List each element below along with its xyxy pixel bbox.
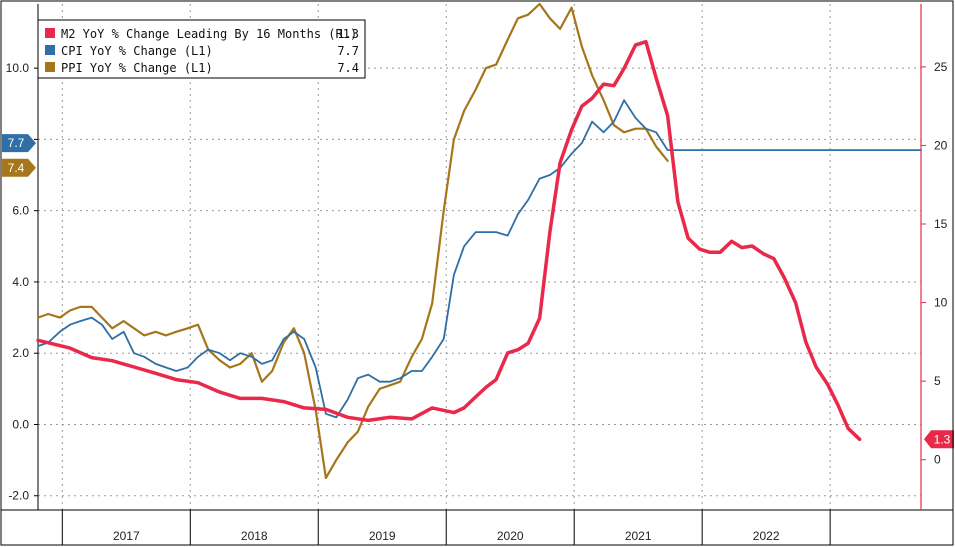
right-axis-ticks: 0 5 10 15 20 25: [920, 4, 948, 510]
series-line: [36, 2, 669, 479]
legend-value: 7.4: [337, 61, 359, 75]
left-tick-label: 10.0: [6, 61, 30, 75]
left-tick-label: 6.0: [12, 204, 29, 218]
right-tick-label: 15: [934, 217, 948, 231]
legend-label: M2 YoY % Change Leading By 16 Months (R1…: [61, 27, 357, 41]
x-tick-label: 2018: [241, 529, 268, 543]
right-tick-label: 25: [934, 60, 948, 74]
legend-label: PPI YoY % Change (L1): [61, 61, 213, 75]
x-axis: 2017 2018 2019 2020 2021 2022: [1, 509, 953, 545]
end-tag: [924, 430, 954, 449]
legend: M2 YoY % Change Leading By 16 Months (R1…: [37, 19, 366, 79]
end-tag: [2, 134, 36, 153]
end-tag: [2, 158, 36, 177]
end-value-tags: 7.7 7.4 1.3: [2, 134, 954, 449]
x-tick-label: 2021: [625, 529, 652, 543]
legend-swatch: [45, 45, 55, 55]
legend-box: [37, 19, 366, 79]
left-tick-label: 4.0: [12, 275, 29, 289]
x-tick-label: 2022: [753, 529, 780, 543]
legend-label: CPI YoY % Change (L1): [61, 44, 213, 58]
series-lines: [36, 2, 922, 479]
gridlines: [38, 4, 921, 510]
legend-swatch: [45, 62, 55, 72]
legend-value: 7.7: [337, 44, 359, 58]
right-tick-label: 5: [934, 374, 941, 388]
left-tick-label: 2.0: [12, 346, 29, 360]
right-tick-label: 0: [934, 453, 941, 467]
left-tick-label: -2.0: [8, 489, 29, 503]
x-tick-label: 2019: [369, 529, 396, 543]
x-tick-label: 2020: [497, 529, 524, 543]
left-tick-label: 0.0: [12, 417, 29, 431]
right-tick-label: 20: [934, 138, 948, 152]
series-line: [36, 39, 862, 442]
right-tick-label: 10: [934, 296, 948, 310]
end-tag-label: 7.7: [8, 136, 25, 150]
series-line: [37, 99, 922, 419]
legend-swatch: [45, 28, 55, 38]
end-tag-label: 7.4: [8, 161, 25, 175]
legend-value: 1.3: [337, 27, 359, 41]
x-tick-label: 2017: [113, 529, 140, 543]
left-axis-ticks: -2.00.02.04.06.08.010.0: [6, 4, 39, 510]
end-tag-label: 1.3: [934, 432, 951, 446]
